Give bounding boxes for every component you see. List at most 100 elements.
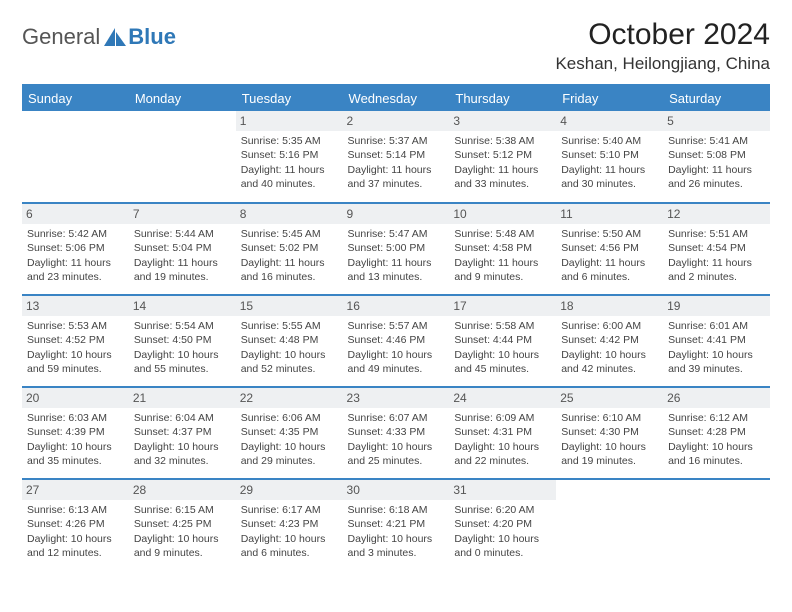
cell-text-line: Daylight: 11 hours and 33 minutes. (454, 163, 551, 191)
cell-text-line: Sunset: 4:28 PM (668, 425, 765, 439)
calendar-row: 13Sunrise: 5:53 AMSunset: 4:52 PMDayligh… (22, 295, 770, 387)
cell-text-line: Sunrise: 6:13 AM (27, 503, 124, 517)
day-number: 29 (236, 480, 343, 500)
cell-text-line: Sunrise: 6:09 AM (454, 411, 551, 425)
cell-text-line: Sunset: 4:21 PM (348, 517, 445, 531)
cell-text-line: Sunrise: 6:04 AM (134, 411, 231, 425)
cell-text-line: Sunrise: 5:37 AM (348, 134, 445, 148)
day-number: 31 (449, 480, 556, 500)
title-block: October 2024 Keshan, Heilongjiang, China (555, 18, 770, 74)
day-number: 11 (556, 204, 663, 224)
calendar-cell: 23Sunrise: 6:07 AMSunset: 4:33 PMDayligh… (343, 387, 450, 479)
cell-text-line: Sunrise: 5:57 AM (348, 319, 445, 333)
calendar-cell: 24Sunrise: 6:09 AMSunset: 4:31 PMDayligh… (449, 387, 556, 479)
cell-text-line: Sunrise: 6:00 AM (561, 319, 658, 333)
calendar-row: 20Sunrise: 6:03 AMSunset: 4:39 PMDayligh… (22, 387, 770, 479)
cell-text-line: Daylight: 10 hours and 39 minutes. (668, 348, 765, 376)
day-number: 7 (129, 204, 236, 224)
cell-text-line: Sunset: 5:16 PM (241, 148, 338, 162)
cell-text-line: Sunrise: 6:20 AM (454, 503, 551, 517)
calendar-cell (129, 111, 236, 203)
cell-text-line: Sunset: 5:04 PM (134, 241, 231, 255)
day-number: 24 (449, 388, 556, 408)
cell-text-line: Daylight: 11 hours and 13 minutes. (348, 256, 445, 284)
weekday-header: Thursday (449, 85, 556, 111)
cell-text-line: Sunset: 4:50 PM (134, 333, 231, 347)
weekday-header: Monday (129, 85, 236, 111)
day-number: 9 (343, 204, 450, 224)
cell-text-line: Daylight: 11 hours and 9 minutes. (454, 256, 551, 284)
calendar-cell: 12Sunrise: 5:51 AMSunset: 4:54 PMDayligh… (663, 203, 770, 295)
cell-text-line: Sunset: 4:37 PM (134, 425, 231, 439)
cell-text-line: Daylight: 10 hours and 59 minutes. (27, 348, 124, 376)
cell-text-line: Daylight: 11 hours and 6 minutes. (561, 256, 658, 284)
cell-text-line: Sunrise: 5:54 AM (134, 319, 231, 333)
weekday-header: Wednesday (343, 85, 450, 111)
cell-text-line: Daylight: 10 hours and 25 minutes. (348, 440, 445, 468)
cell-text-line: Sunset: 4:42 PM (561, 333, 658, 347)
day-number: 18 (556, 296, 663, 316)
cell-text-line: Sunrise: 5:58 AM (454, 319, 551, 333)
cell-text-line: Sunrise: 5:47 AM (348, 227, 445, 241)
cell-text-line: Sunrise: 5:42 AM (27, 227, 124, 241)
cell-text-line: Sunset: 4:41 PM (668, 333, 765, 347)
calendar-row: 1Sunrise: 5:35 AMSunset: 5:16 PMDaylight… (22, 111, 770, 203)
cell-text-line: Sunset: 4:46 PM (348, 333, 445, 347)
cell-text-line: Daylight: 10 hours and 49 minutes. (348, 348, 445, 376)
month-title: October 2024 (555, 18, 770, 52)
cell-text-line: Daylight: 10 hours and 35 minutes. (27, 440, 124, 468)
calendar-cell (556, 479, 663, 571)
calendar-table: Sunday Monday Tuesday Wednesday Thursday… (22, 84, 770, 571)
calendar-cell: 29Sunrise: 6:17 AMSunset: 4:23 PMDayligh… (236, 479, 343, 571)
day-number: 20 (22, 388, 129, 408)
day-number: 3 (449, 111, 556, 131)
calendar-cell: 27 Sunrise: 6:13 AMSunset: 4:26 PMDayligh… (22, 479, 129, 571)
day-number: 27 (22, 480, 129, 500)
cell-text-line: Daylight: 10 hours and 12 minutes. (27, 532, 124, 560)
calendar-cell: 6Sunrise: 5:42 AMSunset: 5:06 PMDaylight… (22, 203, 129, 295)
calendar-cell: 7Sunrise: 5:44 AMSunset: 5:04 PMDaylight… (129, 203, 236, 295)
cell-text-line: Sunrise: 5:44 AM (134, 227, 231, 241)
cell-text-line: Daylight: 11 hours and 2 minutes. (668, 256, 765, 284)
cell-text-line: Sunrise: 5:41 AM (668, 134, 765, 148)
cell-text-line: Daylight: 10 hours and 19 minutes. (561, 440, 658, 468)
cell-text-line: Daylight: 10 hours and 45 minutes. (454, 348, 551, 376)
cell-text-line: Daylight: 10 hours and 16 minutes. (668, 440, 765, 468)
calendar-cell: 28Sunrise: 6:15 AMSunset: 4:25 PMDayligh… (129, 479, 236, 571)
logo-text-1: General (22, 24, 100, 50)
weekday-header: Saturday (663, 85, 770, 111)
calendar-cell: 1Sunrise: 5:35 AMSunset: 5:16 PMDaylight… (236, 111, 343, 203)
cell-text-line: Sunset: 4:58 PM (454, 241, 551, 255)
cell-text-line: Sunrise: 5:51 AM (668, 227, 765, 241)
day-number: 26 (663, 388, 770, 408)
calendar-cell: 15Sunrise: 5:55 AMSunset: 4:48 PMDayligh… (236, 295, 343, 387)
day-number: 2 (343, 111, 450, 131)
cell-text-line: Sunrise: 5:35 AM (241, 134, 338, 148)
cell-text-line: Sunrise: 6:15 AM (134, 503, 231, 517)
cell-text-line: Daylight: 10 hours and 32 minutes. (134, 440, 231, 468)
day-number: 19 (663, 296, 770, 316)
cell-text-line: Sunset: 4:26 PM (27, 517, 124, 531)
cell-text-line: Sunrise: 6:01 AM (668, 319, 765, 333)
calendar-cell: 16Sunrise: 5:57 AMSunset: 4:46 PMDayligh… (343, 295, 450, 387)
calendar-cell: 17Sunrise: 5:58 AMSunset: 4:44 PMDayligh… (449, 295, 556, 387)
cell-text-line: Sunset: 4:30 PM (561, 425, 658, 439)
cell-text-line: Sunset: 4:44 PM (454, 333, 551, 347)
weekday-header: Friday (556, 85, 663, 111)
day-number: 4 (556, 111, 663, 131)
day-number: 15 (236, 296, 343, 316)
cell-text-line: Sunset: 4:35 PM (241, 425, 338, 439)
day-number: 25 (556, 388, 663, 408)
day-number: 8 (236, 204, 343, 224)
calendar-cell: 2Sunrise: 5:37 AMSunset: 5:14 PMDaylight… (343, 111, 450, 203)
calendar-cell (663, 479, 770, 571)
day-number: 6 (22, 204, 129, 224)
day-number: 28 (129, 480, 236, 500)
cell-text-line: Sunset: 4:33 PM (348, 425, 445, 439)
cell-text-line: Sunset: 5:00 PM (348, 241, 445, 255)
cell-text-line: Sunset: 4:54 PM (668, 241, 765, 255)
cell-text-line: Sunrise: 5:40 AM (561, 134, 658, 148)
cell-text-line: Sunset: 4:52 PM (27, 333, 124, 347)
cell-text-line: Sunrise: 5:53 AM (27, 319, 124, 333)
calendar-cell: 9 Sunrise: 5:47 AMSunset: 5:00 PMDaylight… (343, 203, 450, 295)
